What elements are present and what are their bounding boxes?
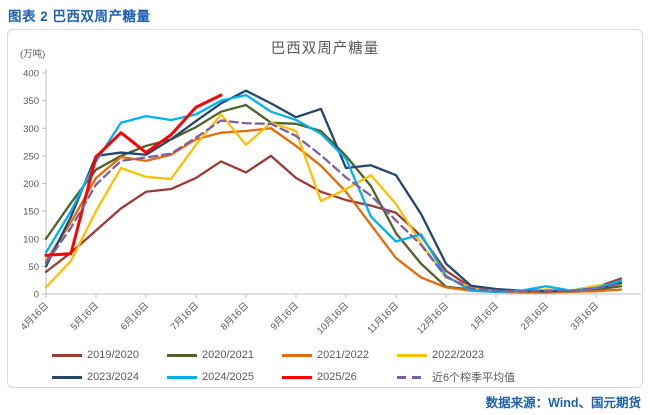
- figure-caption: 图表 2 巴西双周产糖量: [8, 9, 151, 24]
- x-tick-label: 4月16日: [19, 300, 51, 332]
- y-tick-label: 300: [23, 124, 39, 135]
- legend-label: 2020/2021: [202, 349, 254, 361]
- legend-swatch: [52, 375, 82, 379]
- legend-swatch: [52, 353, 82, 357]
- x-tick-label: 12月16日: [415, 300, 451, 336]
- series-line--6-: [44, 119, 623, 293]
- chart-container: (万吨) 巴西双周产糖量 0 50 100 150 200 250 300 350 400 4月1…: [7, 29, 643, 388]
- x-tick-label: 1月16日: [469, 300, 501, 332]
- legend-swatch: [167, 353, 197, 357]
- series-line-2022-2023: [44, 113, 623, 293]
- legend-swatch: [282, 375, 312, 379]
- series-line-2024-2025: [44, 93, 623, 293]
- legend-item-2022-2023: 2022/2023: [397, 349, 512, 361]
- x-tick-label: 5月16日: [69, 300, 101, 332]
- y-tick-label: 400: [23, 69, 39, 80]
- y-tick-label: 100: [23, 234, 39, 245]
- legend-item-2025-26: 2025/26: [282, 371, 397, 383]
- legend: 2019/2020 2020/2021 2021/2022 2022/2023 2023…: [8, 344, 642, 388]
- legend-item-2020-2021: 2020/2021: [167, 349, 282, 361]
- y-tick-label: 350: [23, 96, 39, 107]
- legend-label: 近6个榨季平均值: [432, 372, 516, 384]
- y-tick-label: 250: [23, 151, 39, 162]
- x-tick-label: 11月16日: [365, 300, 401, 336]
- x-tick-label: 6月16日: [119, 300, 151, 332]
- series-line-2019-2020: [44, 154, 623, 293]
- x-tick-label: 7月16日: [169, 300, 201, 332]
- series-line-2025-26: [44, 93, 223, 257]
- plot-area: 0 50 100 150 200 250 300 350 400 4月16日 5月16日 6月16日 7…: [19, 69, 641, 337]
- legend-item-2019-2020: 2019/2020: [52, 349, 167, 361]
- x-tick-label: 10月16日: [315, 300, 351, 336]
- x-tick-label: 8月16日: [219, 300, 251, 332]
- series-line-2023-2024: [44, 89, 623, 293]
- legend-label: 2023/2024: [87, 371, 139, 383]
- y-tick-label: 0: [34, 290, 39, 301]
- legend-row: 2019/2020 2020/2021 2021/2022 2022/2023: [8, 344, 642, 366]
- x-tick-label: 2月16日: [519, 300, 551, 332]
- legend-item-2021-2022: 2021/2022: [282, 349, 397, 361]
- y-tick-label: 150: [23, 207, 39, 218]
- y-tick-label: 200: [23, 179, 39, 190]
- legend-label: 2024/2025: [202, 371, 254, 383]
- series-line-2020-2021: [44, 103, 623, 293]
- x-tick-label: 9月16日: [269, 300, 301, 332]
- legend-label: 2021/2022: [317, 349, 369, 361]
- legend-swatch: [397, 353, 427, 357]
- legend-item-2023-2024: 2023/2024: [52, 371, 167, 383]
- legend-item--6-: 近6个榨季平均值: [397, 369, 516, 385]
- legend-row: 2023/2024 2024/2025 2025/26 近6个榨季平均值: [8, 366, 642, 388]
- chart-title: 巴西双周产糖量: [270, 41, 380, 57]
- legend-label: 2022/2023: [432, 349, 484, 361]
- legend-label: 2019/2020: [87, 349, 139, 361]
- legend-swatch: [167, 375, 197, 379]
- legend-swatch: [282, 353, 312, 357]
- legend-item-2024-2025: 2024/2025: [167, 371, 282, 383]
- legend-label: 2025/26: [317, 371, 357, 383]
- data-source-text: 数据来源：Wind、国元期货: [485, 396, 641, 410]
- series-line-2021-2022: [44, 127, 623, 294]
- y-axis-unit-label: (万吨): [20, 49, 46, 60]
- x-tick-label: 3月16日: [569, 300, 601, 332]
- y-tick-label: 50: [28, 262, 39, 273]
- legend-swatch: [397, 375, 427, 379]
